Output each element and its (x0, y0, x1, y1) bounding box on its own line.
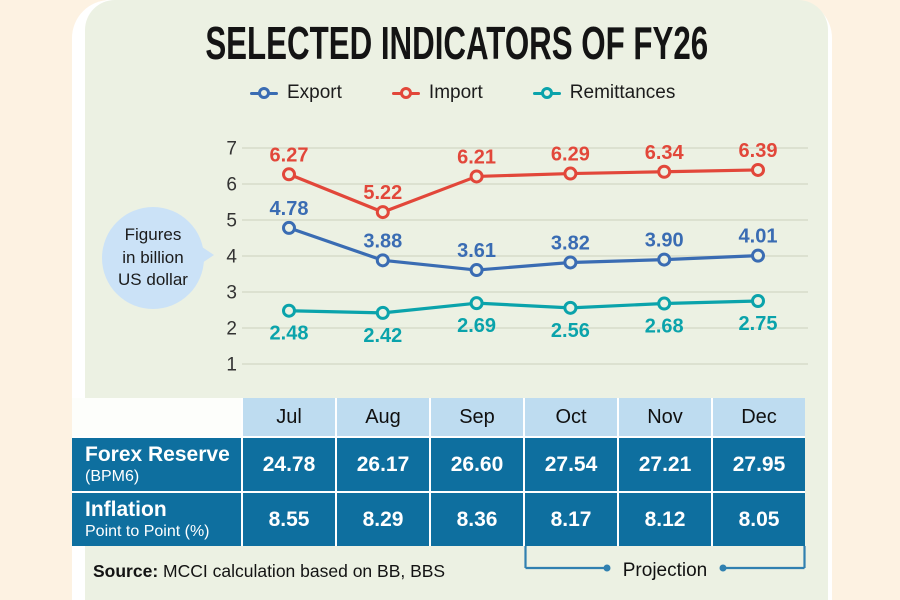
data-point-marker (751, 294, 765, 308)
source-note: Source: MCCI calculation based on BB, BB… (93, 561, 445, 582)
data-point-marker (563, 300, 578, 315)
y-axis-tick-label: 3 (226, 283, 237, 304)
table-value-cell: 8.29 (337, 493, 429, 546)
legend-marker-icon (391, 86, 420, 100)
data-point-label: 4.01 (739, 226, 778, 248)
data-point-label: 6.27 (270, 144, 309, 166)
legend-label: Import (428, 82, 483, 103)
data-point-label: 2.69 (457, 315, 496, 337)
data-point-label: 6.21 (457, 146, 496, 168)
legend-item-import: Import (391, 82, 483, 104)
table-value-cell: 8.05 (713, 493, 805, 546)
y-axis-tick-label: 5 (226, 211, 237, 232)
legend-marker-icon (532, 86, 561, 100)
series-line-import (287, 168, 760, 214)
source-text: MCCI calculation based on BB, BBS (158, 561, 446, 581)
data-point-marker (375, 253, 390, 268)
month-header-cell: Aug (337, 398, 429, 436)
data-point-label: 2.42 (363, 325, 402, 347)
data-point-label: 2.75 (739, 313, 778, 335)
legend-label: Export (287, 82, 342, 103)
row-sublabel: Point to Point (%) (85, 522, 210, 540)
series-line-remittances (287, 299, 760, 315)
data-point-marker (751, 248, 765, 263)
data-point-marker (282, 220, 296, 235)
legend-marker-icon (250, 86, 278, 100)
legend-item-remittances: Remittances (532, 82, 676, 104)
row-sublabel: (BPM6) (85, 467, 140, 485)
data-point-marker (375, 205, 390, 220)
y-axis-tick-label: 4 (226, 247, 237, 268)
y-axis-tick-label: 6 (226, 175, 237, 196)
source-label: Source: (93, 561, 159, 581)
month-header-cell: Dec (713, 398, 805, 436)
table-value-cell: 27.95 (713, 438, 805, 491)
data-point-marker (469, 263, 484, 278)
table-header-spacer (72, 398, 241, 436)
data-point-marker (751, 162, 765, 177)
data-point-marker (657, 296, 672, 311)
data-point-marker (282, 167, 296, 182)
row-label: Inflation (85, 497, 167, 521)
data-point-marker (657, 164, 672, 179)
data-point-label: 3.82 (551, 232, 590, 254)
data-point-marker (563, 166, 578, 181)
table-value-cell: 8.17 (525, 493, 617, 546)
data-point-label: 3.90 (645, 230, 684, 252)
projection-bracket-dot-icon (603, 564, 611, 572)
note-bubble: Figures in billion US dollar (102, 207, 204, 309)
table-value-cell: 27.54 (525, 438, 617, 491)
page-title: SELECTED INDICATORS OF FY26 (85, 16, 828, 70)
y-axis-tick-label: 7 (226, 139, 237, 160)
data-point-label: 4.78 (270, 198, 309, 220)
table-value-cell: 8.36 (431, 493, 523, 546)
data-point-marker (469, 296, 484, 311)
table-value-cell: 26.17 (337, 438, 429, 491)
chart-legend: Export Import Remittances (250, 80, 675, 106)
projection-label: Projection (623, 560, 708, 581)
data-point-marker (563, 255, 578, 270)
table-value-cell: 24.78 (243, 438, 335, 491)
line-chart: 7 6 5 4 3 2 1 4.78 3.88 3.61 3.82 3.90 4.01 6.27 5.22 6… (226, 139, 808, 376)
data-point-marker (469, 169, 484, 184)
data-point-label: 6.29 (551, 144, 590, 166)
table-value-cell: 8.55 (243, 493, 335, 546)
y-axis-tick-label: 1 (226, 355, 237, 376)
page-title-text: SELECTED INDICATORS OF FY26 (205, 17, 708, 69)
month-header-cell: Sep (431, 398, 523, 436)
data-point-label: 2.48 (270, 323, 309, 345)
month-header-cell: Oct (525, 398, 617, 436)
data-point-label: 6.34 (645, 142, 685, 164)
month-header-cell: Nov (619, 398, 711, 436)
data-point-label: 6.39 (739, 140, 778, 162)
legend-item-export: Export (250, 82, 342, 104)
data-point-label: 2.68 (645, 316, 684, 338)
data-point-marker (282, 303, 296, 318)
note-bubble-tail-icon (199, 245, 214, 265)
projection-bracket: Projection (524, 546, 806, 581)
data-point-label: 2.56 (551, 320, 590, 342)
note-bubble-text: Figures in billion US dollar (118, 225, 188, 290)
month-header-cell: Jul (243, 398, 335, 436)
projection-bracket-dot-icon (719, 564, 727, 572)
series-line-export (287, 226, 760, 272)
table-value-cell: 27.21 (619, 438, 711, 491)
y-axis-tick-label: 2 (226, 319, 237, 340)
row-label-cell: Inflation Point to Point (%) (72, 493, 241, 546)
data-point-label: 3.88 (363, 230, 402, 252)
data-point-marker (375, 305, 390, 320)
row-label-cell: Forex Reserve (BPM6) (72, 438, 241, 491)
table-value-cell: 26.60 (431, 438, 523, 491)
row-label: Forex Reserve (85, 442, 230, 466)
table-value-cell: 8.12 (619, 493, 711, 546)
data-point-label: 5.22 (363, 182, 402, 204)
legend-label: Remittances (569, 82, 676, 103)
indicator-table: Jul Aug Sep Oct Nov Dec Forex Reserve (BPM6) 24.… (72, 398, 805, 546)
data-point-marker (657, 252, 672, 267)
data-point-label: 3.61 (457, 240, 496, 262)
